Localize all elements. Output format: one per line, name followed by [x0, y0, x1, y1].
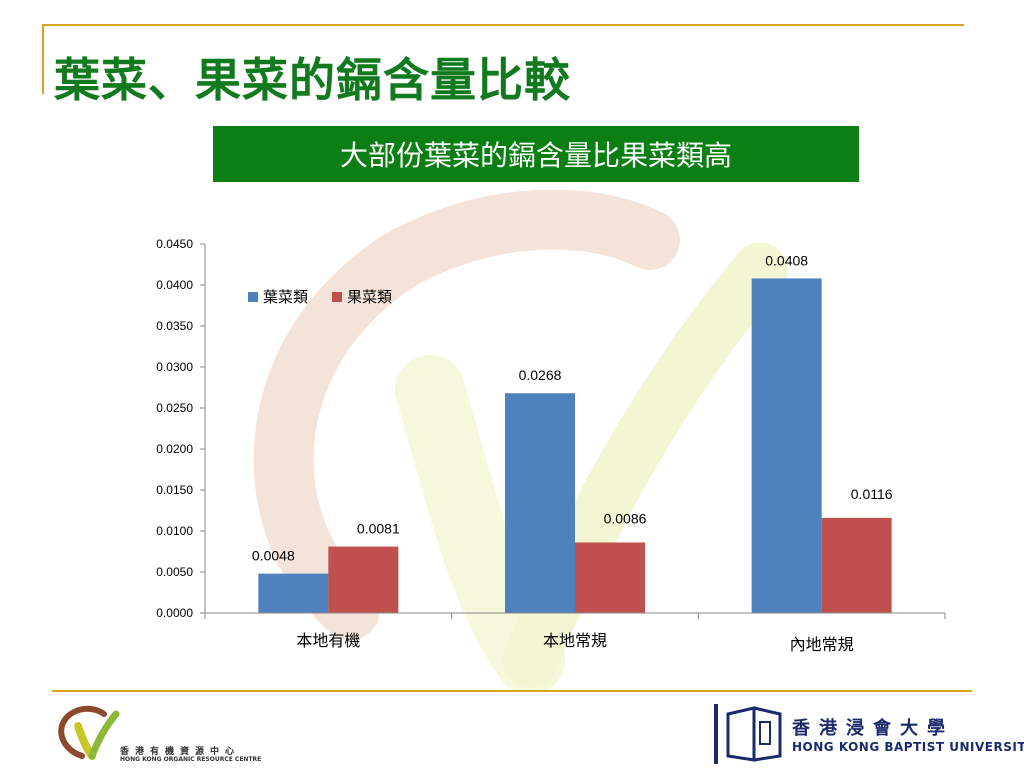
- y-tick-label: 0.0400: [156, 278, 193, 292]
- slide-title: 葉菜、果菜的鎘含量比較: [54, 53, 571, 107]
- x-axis: 本地有機 本地常規 內地常規: [204, 612, 946, 654]
- bar: [821, 517, 892, 613]
- university-name-zh: 香港浸會大學: [792, 718, 954, 739]
- org-name-zh: 香港有機資源中心: [120, 747, 241, 757]
- y-tick-label: 0.0100: [156, 524, 193, 538]
- legend: 葉菜類 果菜類: [248, 288, 392, 306]
- data-label: 0.0268: [519, 367, 562, 383]
- y-tick-label: 0.0200: [156, 442, 193, 456]
- x-category-label: 內地常規: [790, 635, 854, 654]
- bar: [575, 542, 645, 613]
- side-rule: [42, 24, 44, 94]
- y-tick-label: 0.0150: [156, 483, 193, 497]
- data-label: 0.0081: [357, 521, 400, 537]
- legend-label: 葉菜類: [263, 288, 308, 306]
- bar: [505, 393, 575, 613]
- university-logo-icon: [714, 704, 782, 764]
- data-label: 0.0116: [851, 486, 893, 502]
- banner-text: 大部份葉菜的鎘含量比果菜類高: [339, 139, 732, 172]
- organic-centre-logo-icon: [58, 705, 120, 760]
- bars: [258, 278, 892, 613]
- y-tick-label: 0.0350: [156, 319, 193, 333]
- y-tick-label: 0.0050: [156, 565, 193, 579]
- x-category-label: 本地有機: [296, 631, 360, 650]
- data-label: 0.0048: [252, 548, 295, 564]
- bar: [328, 546, 399, 613]
- top-rule: [42, 24, 964, 26]
- cadmium-bar-chart: 0.0000 0.0050 0.0100 0.0150 0.0200 0.0250 0.03…: [156, 237, 946, 654]
- data-labels: 0.0048 0.0268 0.0408 0.0081 0.0086 0.0116: [252, 252, 893, 563]
- university-name-en: HONG KONG BAPTIST UNIVERSITY: [792, 740, 1024, 754]
- bottom-rule: [52, 690, 972, 692]
- org-name-en: HONG KONG ORGANIC RESOURCE CENTRE: [120, 756, 262, 763]
- data-label: 0.0086: [604, 510, 647, 526]
- y-tick-label: 0.0300: [156, 360, 193, 374]
- y-axis: 0.0000 0.0050 0.0100 0.0150 0.0200 0.0250 0.03…: [156, 237, 206, 620]
- legend-swatch: [248, 292, 258, 302]
- legend-swatch: [332, 292, 342, 302]
- bar: [258, 573, 329, 613]
- x-category-label: 本地常規: [543, 631, 607, 650]
- subtitle-banner: 大部份葉菜的鎘含量比果菜類高: [213, 126, 859, 182]
- bar: [751, 278, 822, 613]
- y-tick-label: 0.0450: [156, 237, 193, 251]
- data-label: 0.0408: [765, 252, 808, 268]
- y-tick-label: 0.0000: [156, 606, 193, 620]
- legend-label: 果菜類: [347, 288, 392, 306]
- y-tick-label: 0.0250: [156, 401, 193, 415]
